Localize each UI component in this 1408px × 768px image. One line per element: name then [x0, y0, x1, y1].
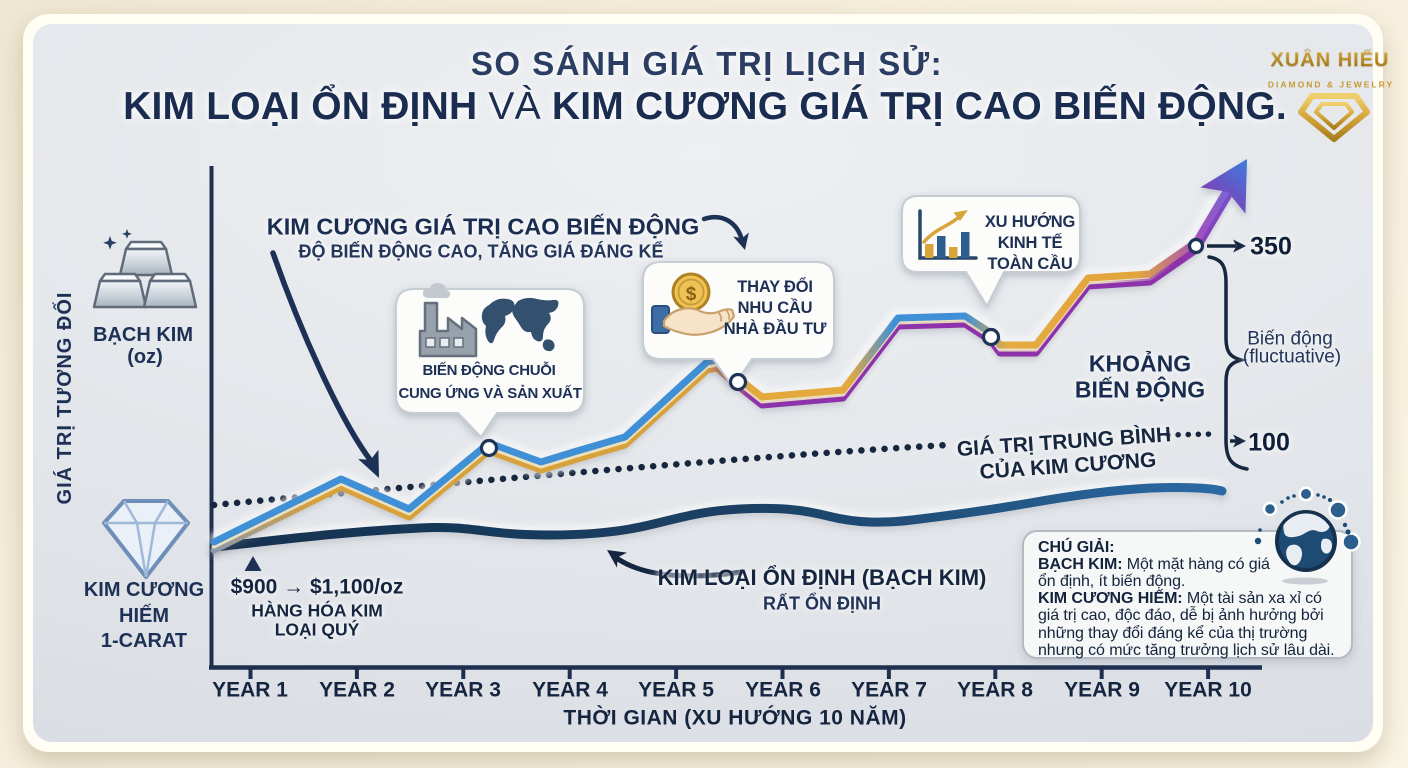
platinum-price-sub2: LOẠI QUÝ	[274, 619, 360, 640]
fluctuation-side-label1: Biến động	[1247, 328, 1333, 350]
diamond-average-dotted-line	[210, 431, 1215, 509]
coin-hand-icon: $	[651, 272, 736, 336]
legend-platinum-desc: Một mặt hàng có giá ổn định, ít biến độn…	[1038, 556, 1270, 591]
marker-investor	[728, 372, 748, 392]
bubble-economy-line3: TOÀN CẦU	[987, 254, 1073, 273]
event-markers	[479, 237, 1205, 458]
bubble-supply-line2: CUNG ỨNG VÀ SẢN XUẤT	[398, 384, 582, 402]
bubble-investor-line2: NHU CẦU	[737, 298, 813, 317]
heading-curve-arrow	[701, 214, 749, 250]
bubble-supply-line1: BIẾN ĐỘNG CHUỖI	[422, 361, 556, 379]
bar-chart-icon	[918, 209, 978, 260]
diamond-label-1: KIM CƯƠNG	[83, 579, 205, 602]
title-part2: KIM CƯƠNG GIÁ TRỊ CAO BIẾN ĐỘNG.	[551, 84, 1287, 128]
title-part1: KIM LOẠI ỔN ĐỊNH	[123, 84, 478, 128]
high-value-arrow	[1207, 239, 1246, 253]
legend-platinum-term: BẠCH KIM:	[1038, 556, 1123, 574]
stable-metal-sublabel: RẤT ỔN ĐỊNH	[763, 593, 881, 614]
legend-platinum-entry: BẠCH KIM: Một mặt hàng có giá ổn định, í…	[1038, 556, 1341, 590]
x-tick-year-7: YEAR 7	[851, 678, 927, 702]
x-tick-year-2: YEAR 2	[319, 678, 395, 702]
platinum-label: BẠCH KIM	[93, 324, 193, 347]
diamond-annotation-heading: KIM CƯƠNG GIÁ TRỊ CAO BIẾN ĐỘNG	[266, 213, 700, 240]
bubble-economy-line1: XU HƯỚNG	[984, 212, 1076, 231]
sparkle-icons	[103, 229, 132, 250]
low-value-label: 100	[1248, 428, 1290, 457]
marker-economy	[981, 327, 1001, 347]
platinum-price-label: $900 → $1,100/oz	[230, 575, 404, 599]
bubble-investor-line3: NHÀ ĐẦU TƯ	[723, 319, 827, 338]
diamond-icon	[102, 499, 190, 579]
marker-peak	[1187, 237, 1205, 255]
x-tick-year-3: YEAR 3	[425, 678, 501, 702]
x-tick-year-10: YEAR 10	[1164, 678, 1252, 702]
platinum-ingots-icon	[92, 240, 198, 309]
world-map-icon	[481, 297, 559, 352]
bubble-investor-line1: THAY ĐỔI	[737, 277, 813, 296]
diagonal-arrow	[270, 250, 379, 478]
high-value-label: 350	[1250, 232, 1292, 261]
range-brace	[1207, 255, 1249, 471]
legend-heading: CHÚ GIẢI:	[1038, 539, 1115, 556]
axes	[209, 166, 1262, 679]
stable-curve-arrow	[607, 550, 745, 579]
x-tick-year-4: YEAR 4	[532, 678, 608, 702]
diamond-label-3: 1-CARAT	[100, 630, 188, 653]
logo-diamond-icon	[1298, 93, 1370, 142]
x-tick-year-5: YEAR 5	[638, 678, 714, 702]
x-tick-year-6: YEAR 6	[745, 678, 821, 702]
trend-arrowhead	[1200, 159, 1247, 214]
platinum-price-sub1: HÀNG HÓA KIM	[251, 600, 383, 621]
diamond-label-2: HIẾM	[119, 605, 169, 628]
brand-logo-text: XUÂN HIẾU	[1270, 49, 1390, 72]
range-label-line1: KHOẢNG	[1088, 350, 1192, 377]
platinum-unit-label: (oz)	[127, 346, 163, 369]
range-label-line2: BIẾN ĐỘNG	[1074, 376, 1206, 403]
page-title-line2: KIM LOẠI ỔN ĐỊNH VÀ KIM CƯƠNG GIÁ TRỊ CA…	[123, 84, 1287, 128]
page-title-line1: SO SÁNH GIÁ TRỊ LỊCH SỬ:	[470, 45, 944, 83]
y-axis-label: GIÁ TRỊ TƯƠNG ĐỐI	[54, 291, 77, 505]
bubble-economy-line2: KINH TẾ	[997, 233, 1063, 252]
legend-globe-spacer	[1275, 539, 1341, 587]
diamond-annotation-subheading: ĐỘ BIẾN ĐỘNG CAO, TĂNG GIÁ ĐÁNG KỂ	[298, 241, 664, 262]
x-tick-year-8: YEAR 8	[957, 678, 1033, 702]
legend-diamond-desc: Một tài sản xa xỉ có giá trị cao, độc đá…	[1038, 590, 1335, 659]
x-axis-ticks	[248, 667, 1211, 679]
title-mid: VÀ	[477, 84, 552, 128]
legend-box: CHÚ GIẢI: BẠCH KIM: Một mặt hàng có giá …	[1022, 530, 1353, 659]
brand-logo-tagline: DIAMOND & JEWELRY	[1267, 79, 1395, 90]
coin-dollar-symbol: $	[686, 284, 697, 305]
smoke-icon	[422, 282, 451, 299]
x-axis-title: THỜI GIAN (XU HƯỚNG 10 NĂM)	[563, 706, 907, 730]
low-value-arrow	[1230, 434, 1246, 448]
platinum-line	[209, 482, 1227, 552]
price-marker-triangle	[244, 556, 262, 571]
fluctuation-side-label2: (fluctuative)	[1242, 346, 1342, 368]
factory-icon	[418, 282, 478, 358]
diamond-line	[210, 159, 1247, 554]
stable-metal-label: KIM LOẠI ỔN ĐỊNH (BẠCH KIM)	[657, 565, 987, 591]
legend-diamond-entry: KIM CƯƠNG HIẾM: Một tài sản xa xỉ có giá…	[1038, 590, 1341, 658]
x-tick-year-9: YEAR 9	[1064, 678, 1140, 702]
x-tick-year-1: YEAR 1	[212, 678, 288, 702]
legend-diamond-term: KIM CƯƠNG HIẾM:	[1038, 590, 1183, 608]
marker-supply	[479, 438, 499, 458]
